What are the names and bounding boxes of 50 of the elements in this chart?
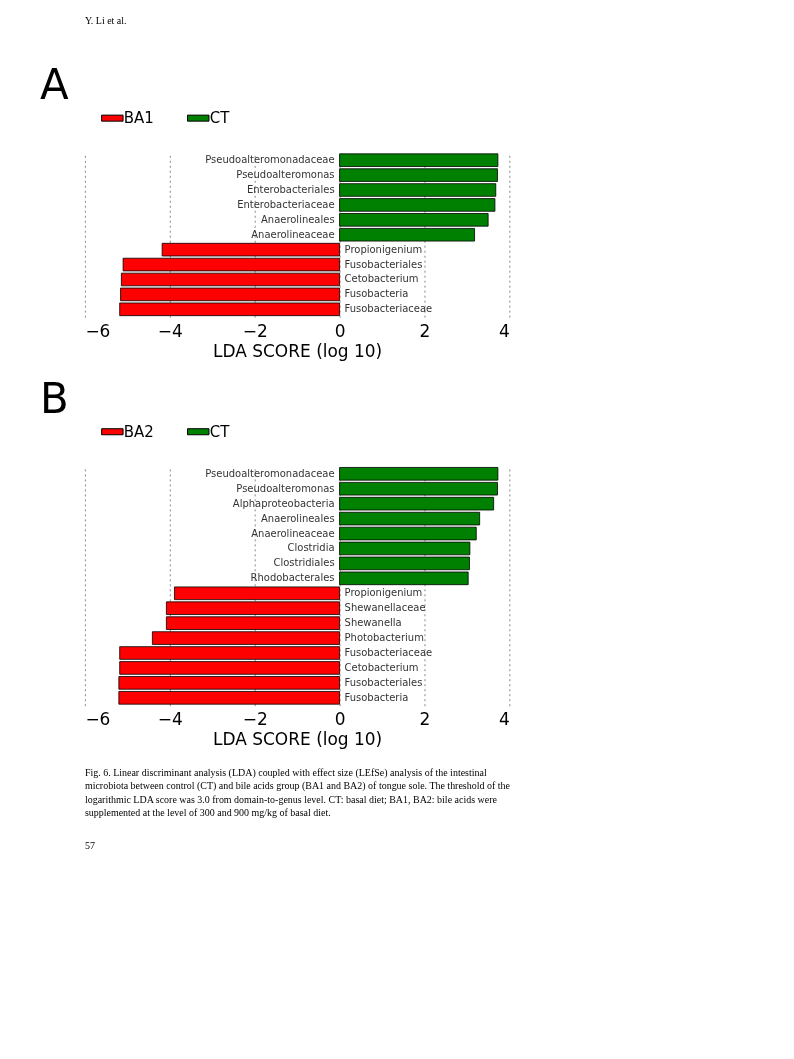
y-tick-label: Cetobacterium <box>344 273 419 285</box>
chart-title: B <box>39 374 69 424</box>
y-tick-label: Fusobacteriales <box>344 258 423 270</box>
y-tick-label: Anaerolineales <box>261 512 335 524</box>
text: Y. Li et al. <box>84 14 127 26</box>
legend-label: CT <box>209 109 231 128</box>
y-tick-label: Clostridiales <box>273 557 335 569</box>
y-tick-label: Pseudoalteromonas <box>236 482 335 494</box>
y-tick-label: Fusobacteriales <box>344 676 423 688</box>
y-tick-label: Cetobacterium <box>344 661 419 673</box>
x-tick-label: −4 <box>157 709 183 730</box>
legend-label: CT <box>209 422 231 441</box>
y-tick-label: Alphaproteobacteria <box>232 497 335 509</box>
y-tick-label: Enterobacteriaceae <box>237 198 335 210</box>
caption: Fig. 6. Linear discriminant analysis (LDA) coupled with effect size (LEfSe) analysis of the intestinal microbiota between control (CT) and bile acids group (BA1 and BA2) of tongue sole. The threshold of the logarithmic LDA score was 3.0 from domain-to-genus level. CT: basal diet; BA1, BA2: bile acids were supplemented at the level of 300 and 900 mg/kg of basal diet. <box>84 766 511 819</box>
x-tick-label: −4 <box>157 320 183 341</box>
x-tick-label: 2 <box>419 709 431 730</box>
x-tick-label: 2 <box>419 320 431 341</box>
x-axis-title: LDA SCORE (log 10) <box>213 340 383 361</box>
chart-title: A <box>39 60 69 110</box>
x-tick-label: −6 <box>85 320 111 341</box>
y-tick-label: Fusobacteria <box>344 691 409 703</box>
x-tick-label: −2 <box>242 709 268 730</box>
y-tick-label: Fusobacteriaceae <box>344 303 433 315</box>
x-axis-title: LDA SCORE (log 10) <box>213 729 383 750</box>
legend-label: BA2 <box>123 422 154 441</box>
y-tick-label: Anaerolineaceae <box>251 527 335 539</box>
y-tick-label: Fusobacteriaceae <box>344 647 433 658</box>
y-tick-label: Fusobacteria <box>344 288 409 300</box>
y-tick-label: Shewanella <box>344 617 402 629</box>
x-tick-label: 4 <box>499 709 510 730</box>
y-tick-label: Enterobacteriales <box>246 184 335 195</box>
y-tick-label: Photobacterium <box>344 632 424 644</box>
y-tick-label: Pseudoalteromonas <box>236 169 335 181</box>
y-tick-label: Pseudoalteromonadaceae <box>205 154 335 166</box>
y-tick-label: Propionigenium <box>344 243 423 255</box>
y-tick-label: Shewanellaceae <box>344 602 426 614</box>
x-tick-label: 4 <box>499 320 510 341</box>
y-tick-label: Clostridia <box>287 542 335 554</box>
y-tick-label: Propionigenium <box>344 587 423 599</box>
x-tick-label: −2 <box>242 320 268 341</box>
legend-label: BA1 <box>123 109 154 128</box>
y-tick-label: Rhodobacterales <box>250 572 335 584</box>
y-tick-label: Anaerolineaceae <box>251 228 335 240</box>
x-tick-label: −6 <box>85 709 111 730</box>
x-tick-label: 0 <box>334 709 346 730</box>
y-tick-label: Anaerolineales <box>261 213 335 225</box>
y-tick-label: Pseudoalteromonadaceae <box>205 467 335 479</box>
x-tick-label: 0 <box>334 320 346 341</box>
text: 57 <box>84 840 95 852</box>
